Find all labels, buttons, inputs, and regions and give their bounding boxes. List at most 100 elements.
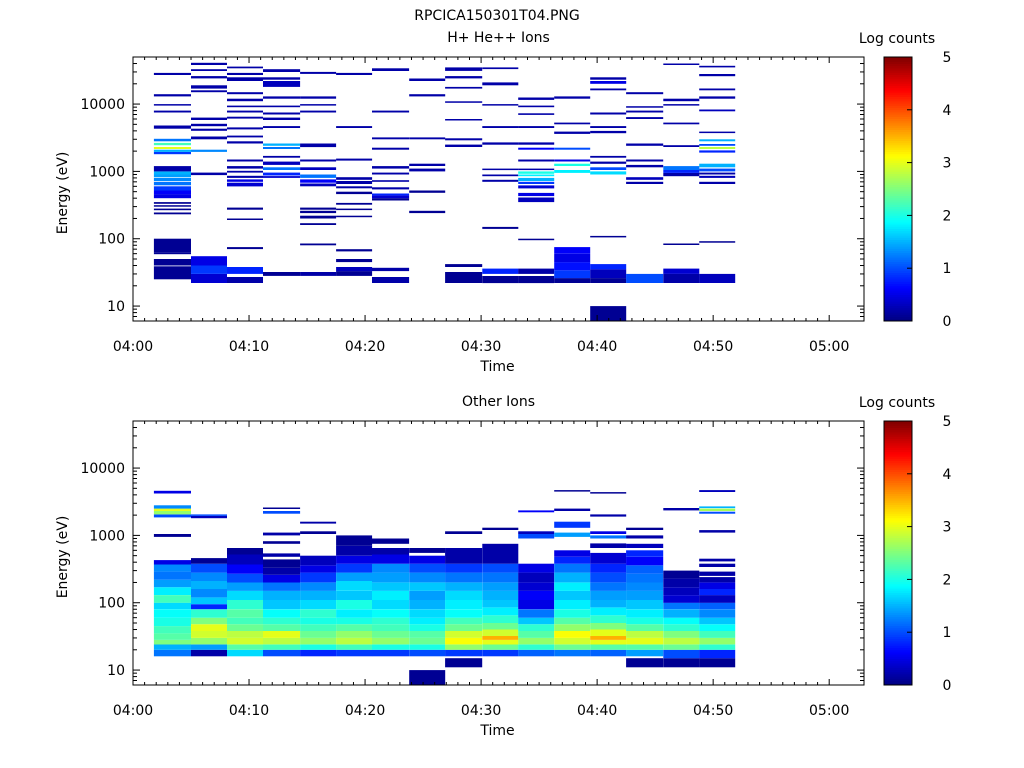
colorbar: Log counts 0 1 2 3 4 5 <box>859 395 952 694</box>
y-tick-label: 10000 <box>80 97 125 113</box>
heatmap-cell <box>445 582 483 591</box>
heatmap-cell <box>191 90 227 93</box>
colorbar-band <box>884 138 912 141</box>
colorbar-band <box>884 85 912 89</box>
heatmap-cell <box>372 609 410 618</box>
colorbar-band <box>884 147 912 150</box>
heatmap-cell <box>663 243 700 245</box>
heatmap-cell <box>372 582 410 591</box>
heatmap-cells <box>153 62 736 321</box>
colorbar-band <box>884 456 912 459</box>
colorbar-band <box>884 665 912 668</box>
heatmap-cell <box>590 623 627 630</box>
heatmap-cell <box>626 644 664 650</box>
colorbar-band <box>884 76 912 80</box>
heatmap-cell <box>263 155 301 158</box>
heatmap-cell <box>409 572 446 583</box>
heatmap-cell <box>263 161 301 165</box>
colorbar-band <box>884 553 912 556</box>
y-tick-label: 100 <box>98 596 125 612</box>
heatmap-cell <box>590 649 627 657</box>
heatmap-cell <box>699 506 736 509</box>
heatmap-cell <box>300 143 337 148</box>
colorbar-band <box>884 103 912 106</box>
heatmap-cell <box>699 595 736 603</box>
heatmap-cell <box>263 574 301 583</box>
colorbar-band <box>884 669 912 673</box>
heatmap-cell <box>482 649 519 657</box>
heatmap-cell <box>554 521 591 528</box>
heatmap-cell <box>482 615 519 623</box>
heatmap-cell <box>663 145 700 147</box>
heatmap-cell <box>663 609 700 618</box>
heatmap-cell <box>227 637 263 645</box>
heatmap-cell <box>153 252 191 255</box>
heatmap-cell <box>263 553 301 557</box>
panel-title: H+ He++ Ions <box>447 30 550 46</box>
colorbar-band <box>884 241 912 245</box>
colorbar-band <box>884 561 912 565</box>
heatmap-cell <box>227 116 263 119</box>
colorbar-band <box>884 193 912 196</box>
heatmap-cell <box>663 631 700 638</box>
heatmap-cell <box>300 215 337 219</box>
heatmap-cell <box>663 104 700 106</box>
heatmap-cell <box>409 644 446 650</box>
colorbar-band <box>884 645 912 648</box>
heatmap-cell <box>445 531 483 534</box>
heatmap-cell <box>300 609 337 618</box>
colorbar-band <box>884 149 912 152</box>
colorbar-band <box>884 555 912 558</box>
heatmap-cell <box>445 617 483 625</box>
heatmap-cell <box>590 543 627 548</box>
heatmap-cell <box>518 105 555 108</box>
colorbar-band <box>884 228 912 232</box>
heatmap-cell <box>153 238 191 253</box>
heatmap-cell <box>554 262 591 271</box>
heatmap-cell <box>482 607 519 616</box>
heatmap-cell <box>227 92 263 95</box>
heatmap-cell <box>482 276 519 284</box>
heatmap-cell <box>227 141 263 144</box>
colorbar-band <box>884 127 912 130</box>
heatmap-cell <box>153 514 191 518</box>
heatmap-cell <box>153 138 191 142</box>
colorbar-band <box>884 671 912 675</box>
colorbar-band <box>884 233 912 236</box>
heatmap-cell <box>191 624 227 631</box>
colorbar-band <box>884 162 912 166</box>
heatmap-cell <box>590 126 627 128</box>
heatmap-cell <box>626 92 664 95</box>
heatmap-cell <box>482 590 519 600</box>
colorbar-band <box>884 202 912 205</box>
colorbar-band <box>884 513 912 516</box>
heatmap-cell <box>409 590 446 600</box>
colorbar-band <box>884 279 912 282</box>
heatmap-cell <box>191 117 227 120</box>
heatmap-cell <box>590 514 627 517</box>
heatmap-cell <box>590 572 627 583</box>
colorbar-band <box>884 131 912 135</box>
heatmap-cell <box>372 180 410 182</box>
heatmap-cell <box>626 159 664 162</box>
colorbar-band <box>884 627 912 631</box>
heatmap-cell <box>626 273 664 283</box>
heatmap-cell <box>300 183 337 187</box>
colorbar-tick-label: 1 <box>943 625 952 641</box>
colorbar-band <box>884 478 912 481</box>
colorbar-band <box>884 680 912 684</box>
heatmap-cell <box>372 187 410 190</box>
colorbar-band <box>884 531 912 534</box>
heatmap-cell <box>227 631 263 638</box>
colorbar-band <box>884 307 912 311</box>
heatmap-cell <box>626 658 664 668</box>
heatmap-cell <box>153 595 191 603</box>
heatmap-cell <box>518 534 555 539</box>
heatmap-cell <box>626 543 664 548</box>
heatmap-cell <box>554 631 591 638</box>
colorbar-band <box>884 257 912 260</box>
colorbar-band <box>884 57 912 60</box>
heatmap-cell <box>554 508 591 511</box>
colorbar-band <box>884 270 912 273</box>
heatmap-cell <box>153 194 191 199</box>
